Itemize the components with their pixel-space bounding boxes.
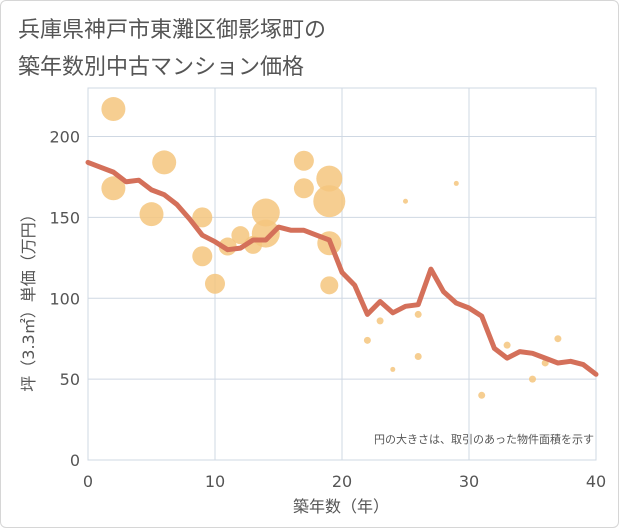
y-tick-label: 0: [70, 451, 80, 470]
data-bubble: [453, 180, 459, 186]
data-bubble: [152, 150, 177, 175]
chart-title: 兵庫県神戸市東灘区御影塚町の 築年数別中古マンション価格: [18, 18, 327, 80]
size-legend-note: 円の大きさは、取引のあった物件面積を示す: [374, 432, 594, 446]
x-tick-label: 20: [332, 472, 352, 491]
y-tick-label: 150: [49, 208, 80, 227]
data-bubble: [390, 366, 396, 372]
x-tick-label: 30: [459, 472, 479, 491]
data-bubble: [101, 97, 126, 122]
data-bubble: [414, 352, 422, 360]
x-tick-label: 0: [83, 472, 93, 491]
x-axis-title: 築年数（年）: [293, 497, 389, 516]
data-bubble: [529, 375, 536, 383]
data-bubble: [320, 276, 339, 295]
data-bubble: [205, 273, 225, 294]
y-tick-labels: 0 50 100 150 200: [49, 128, 80, 470]
x-tick-label: 40: [586, 472, 606, 491]
data-bubble: [192, 246, 213, 267]
data-bubble: [251, 198, 280, 227]
data-bubble: [293, 150, 314, 171]
trend-line: [85, 159, 599, 377]
data-bubble: [503, 341, 511, 349]
data-bubble: [192, 207, 213, 228]
data-bubble: [414, 310, 422, 318]
data-bubble: [554, 335, 562, 343]
data-bubble: [313, 185, 346, 218]
data-bubble: [478, 391, 486, 399]
x-tick-labels: 0 10 20 30 40: [83, 472, 606, 491]
data-bubble: [231, 226, 250, 245]
data-bubble: [139, 202, 164, 227]
data-bubble: [376, 317, 384, 325]
data-bubble: [293, 178, 314, 199]
x-tick-label: 10: [205, 472, 225, 491]
y-tick-label: 50: [60, 370, 80, 389]
data-bubble: [363, 336, 371, 344]
data-bubble: [316, 165, 343, 192]
data-bubble: [403, 198, 408, 204]
y-axis-title: 坪（3.3㎡）単価（万円）: [19, 206, 38, 391]
y-tick-label: 200: [49, 128, 80, 147]
data-bubble: [101, 176, 126, 201]
y-tick-label: 100: [49, 289, 80, 308]
